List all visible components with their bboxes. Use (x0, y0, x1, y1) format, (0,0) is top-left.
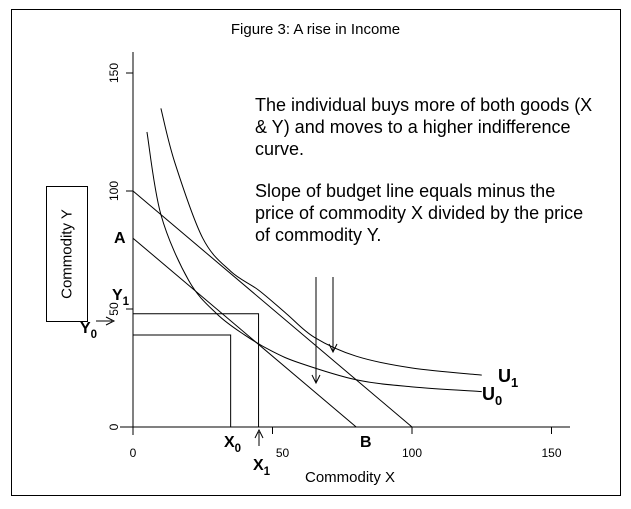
x-tick-label: 150 (541, 446, 561, 460)
label-y1: Y1 (112, 287, 130, 308)
y-tick-label: 100 (107, 181, 121, 201)
label-x1: X1 (253, 457, 271, 478)
y-tick-label: 0 (107, 423, 121, 430)
x-tick-label: 100 (402, 446, 422, 460)
y0-arrow-head (105, 316, 116, 326)
label-budget-b: B (360, 434, 372, 451)
note-budget-slope: Slope of budget line equals minus the pr… (255, 181, 584, 245)
y-axis-label: Commodity Y (58, 209, 76, 299)
x1-arrow-head (254, 428, 264, 439)
y-axis-label-box: Commodity Y (46, 186, 88, 322)
x-tick-label: 50 (276, 446, 290, 460)
indifference-curve-u0 (146, 131, 482, 393)
label-u0: U0 (482, 384, 502, 408)
label-y0: Y0 (80, 320, 97, 341)
label-budget-a: A (114, 230, 126, 247)
shift-arrow-1-head (311, 374, 321, 385)
budget-line (132, 190, 413, 428)
label-x0: X0 (224, 434, 241, 455)
x-tick-label: 0 (130, 446, 137, 460)
initial-bundle-guides (133, 334, 232, 427)
figure-frame (11, 9, 621, 496)
y-tick-label: 50 (107, 302, 121, 316)
new-bundle-guides (133, 313, 260, 427)
budget-line (132, 237, 357, 428)
figure-title: Figure 3: A rise in Income (230, 21, 401, 38)
indifference-curve-u1 (160, 108, 482, 376)
note-income-effect: The individual buys more of both goods (… (255, 95, 593, 159)
y-tick-label: 150 (107, 63, 121, 83)
label-u1: U1 (498, 366, 518, 390)
shift-arrow-2-head (328, 343, 338, 354)
x-axis-label: Commodity X (305, 469, 396, 486)
